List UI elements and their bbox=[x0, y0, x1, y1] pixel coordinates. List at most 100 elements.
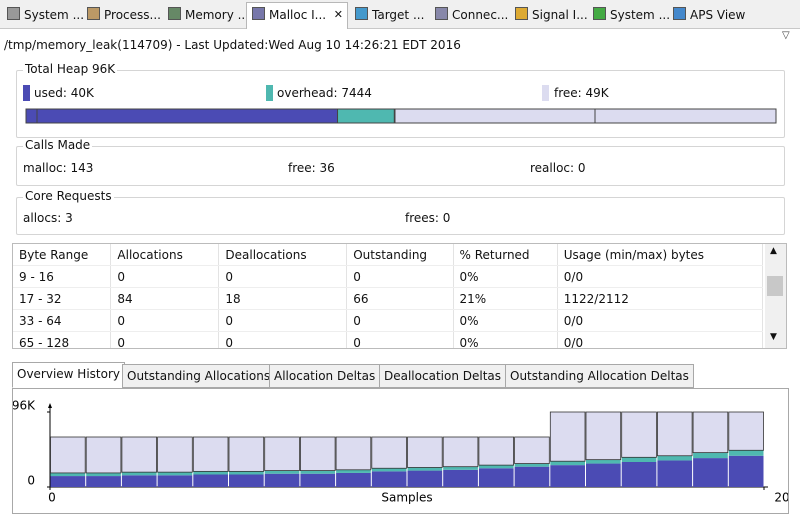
table-cell: 0% bbox=[453, 331, 558, 348]
bar-segment bbox=[371, 471, 407, 487]
bar-segment bbox=[621, 462, 657, 487]
bar-segment bbox=[657, 411, 693, 457]
bar-segment bbox=[121, 472, 157, 476]
view-menu[interactable]: ▽ bbox=[782, 30, 790, 41]
bar-segment bbox=[121, 436, 158, 473]
bar-segment bbox=[335, 436, 372, 471]
bar-segment bbox=[514, 463, 550, 467]
tab-label: Target ... bbox=[372, 8, 425, 22]
column-header[interactable]: Byte Range bbox=[13, 244, 112, 266]
bar-segment bbox=[586, 463, 621, 487]
subtab[interactable]: Allocation Deltas bbox=[269, 364, 381, 388]
table-cell: 0/0 bbox=[557, 331, 764, 348]
bar-segment bbox=[121, 475, 157, 487]
legend-text: overhead: 7444 bbox=[277, 86, 372, 100]
table-cell: 0/0 bbox=[557, 265, 764, 288]
table-row[interactable]: 65 - 128 0 0 0 0% 0/0 bbox=[13, 331, 764, 348]
table-row[interactable]: 9 - 16 0 0 0 0% 0/0 bbox=[13, 265, 764, 288]
bar-segment bbox=[228, 436, 265, 472]
column-header[interactable]: % Returned bbox=[453, 244, 558, 266]
bar-segment bbox=[478, 436, 514, 466]
bar-segment bbox=[407, 470, 443, 487]
bar-segment bbox=[657, 460, 693, 487]
table-row[interactable]: 33 - 64 0 0 0 0% 0/0 bbox=[13, 309, 764, 332]
table-cell: 0 bbox=[346, 265, 454, 288]
stat: realloc: 0 bbox=[530, 161, 586, 175]
stat: frees: 0 bbox=[405, 211, 451, 225]
table-row[interactable]: 17 - 32 84 18 66 21% 1122/2112 bbox=[13, 287, 764, 310]
bar-segment bbox=[299, 436, 336, 471]
tab[interactable]: Process... bbox=[82, 4, 161, 26]
tab-label: Connec... bbox=[452, 8, 509, 22]
bar-segment bbox=[550, 461, 585, 466]
x-tick-label: 20 bbox=[774, 491, 788, 505]
bar-segment bbox=[514, 436, 550, 464]
tab[interactable]: System ... bbox=[2, 4, 84, 26]
table-frame: Byte Range Allocations Deallocations Outsta… bbox=[12, 243, 787, 349]
tab[interactable]: Connec... bbox=[430, 4, 508, 26]
table-cell: 66 bbox=[346, 287, 454, 310]
core-group: Core Requests allocs: 3 frees: 0 bbox=[16, 189, 785, 235]
tab-label: Malloc I... bbox=[269, 8, 327, 22]
tab-icon bbox=[593, 7, 606, 20]
bar-segment bbox=[550, 465, 585, 487]
header-title: /tmp/memory_leak(114709) - Last Updated:… bbox=[4, 38, 461, 52]
tab-close[interactable]: ✕ bbox=[333, 8, 343, 21]
table-cell: 0 bbox=[218, 309, 348, 332]
subtab[interactable]: Outstanding Allocations bbox=[122, 364, 276, 388]
table-cell: 0% bbox=[453, 309, 558, 332]
bar-segment bbox=[229, 474, 264, 487]
tab[interactable]: Target ... bbox=[350, 4, 424, 26]
column-header[interactable]: Deallocations bbox=[218, 244, 348, 266]
heap-bar bbox=[25, 108, 777, 124]
tab-bar: System ... Process... Memory ... Malloc I..… bbox=[0, 0, 800, 29]
scroll-up[interactable]: ▲ bbox=[770, 246, 777, 256]
bar-segment bbox=[728, 450, 764, 456]
tab[interactable]: APS View bbox=[668, 4, 745, 26]
tab[interactable]: Malloc I... ✕ bbox=[246, 2, 348, 29]
bar-segment bbox=[692, 411, 729, 454]
tab[interactable]: Signal I... bbox=[510, 4, 588, 26]
bar-segment bbox=[86, 472, 121, 477]
bar-segment bbox=[585, 411, 622, 461]
scroll-thumb[interactable] bbox=[767, 276, 783, 296]
byte-range-table: Byte Range Allocations Deallocations Outsta… bbox=[13, 244, 764, 348]
stat: malloc: 143 bbox=[23, 161, 94, 175]
tab-icon bbox=[168, 7, 181, 20]
column-header[interactable]: Outstanding bbox=[346, 244, 454, 266]
subtab[interactable]: Deallocation Deltas bbox=[379, 364, 507, 388]
tab[interactable]: System ... bbox=[588, 4, 670, 26]
stat: free: 36 bbox=[288, 161, 335, 175]
bar-segment bbox=[157, 436, 193, 473]
tab-label: APS View bbox=[690, 8, 746, 22]
tab-label: Signal I... bbox=[532, 8, 588, 22]
bar-segment bbox=[514, 466, 550, 487]
bar-segment bbox=[693, 452, 728, 459]
column-header[interactable]: Usage (min/max) bytes bbox=[557, 244, 764, 266]
scroll-down[interactable]: ▼ bbox=[770, 332, 777, 342]
tab-label: Process... bbox=[104, 8, 161, 22]
heap-segment bbox=[25, 108, 339, 124]
bar-segment bbox=[85, 436, 122, 474]
group-title: Calls Made bbox=[23, 138, 93, 152]
bar-segment bbox=[728, 411, 764, 451]
bar-segment bbox=[300, 473, 336, 487]
scrollbar[interactable]: ▲ ▼ bbox=[765, 244, 786, 348]
column-header[interactable]: Allocations bbox=[110, 244, 220, 266]
tab[interactable]: Memory ... bbox=[163, 4, 249, 26]
bar-segment bbox=[371, 436, 407, 469]
group-title: Core Requests bbox=[23, 189, 114, 203]
bar-segment bbox=[657, 455, 693, 461]
bar-segment bbox=[621, 457, 657, 462]
table-cell: 84 bbox=[110, 287, 220, 310]
tab-icon bbox=[355, 7, 368, 20]
bar-segment bbox=[407, 436, 443, 468]
bar-segment bbox=[50, 472, 86, 477]
table-cell: 0 bbox=[346, 331, 454, 348]
tab-icon bbox=[435, 7, 448, 20]
table-cell: 18 bbox=[218, 287, 348, 310]
subtab[interactable]: Outstanding Allocation Deltas bbox=[505, 364, 694, 388]
subtab[interactable]: Overview History bbox=[12, 362, 126, 388]
x-axis-label: Samples bbox=[381, 491, 432, 505]
tab-label: System ... bbox=[24, 8, 85, 22]
